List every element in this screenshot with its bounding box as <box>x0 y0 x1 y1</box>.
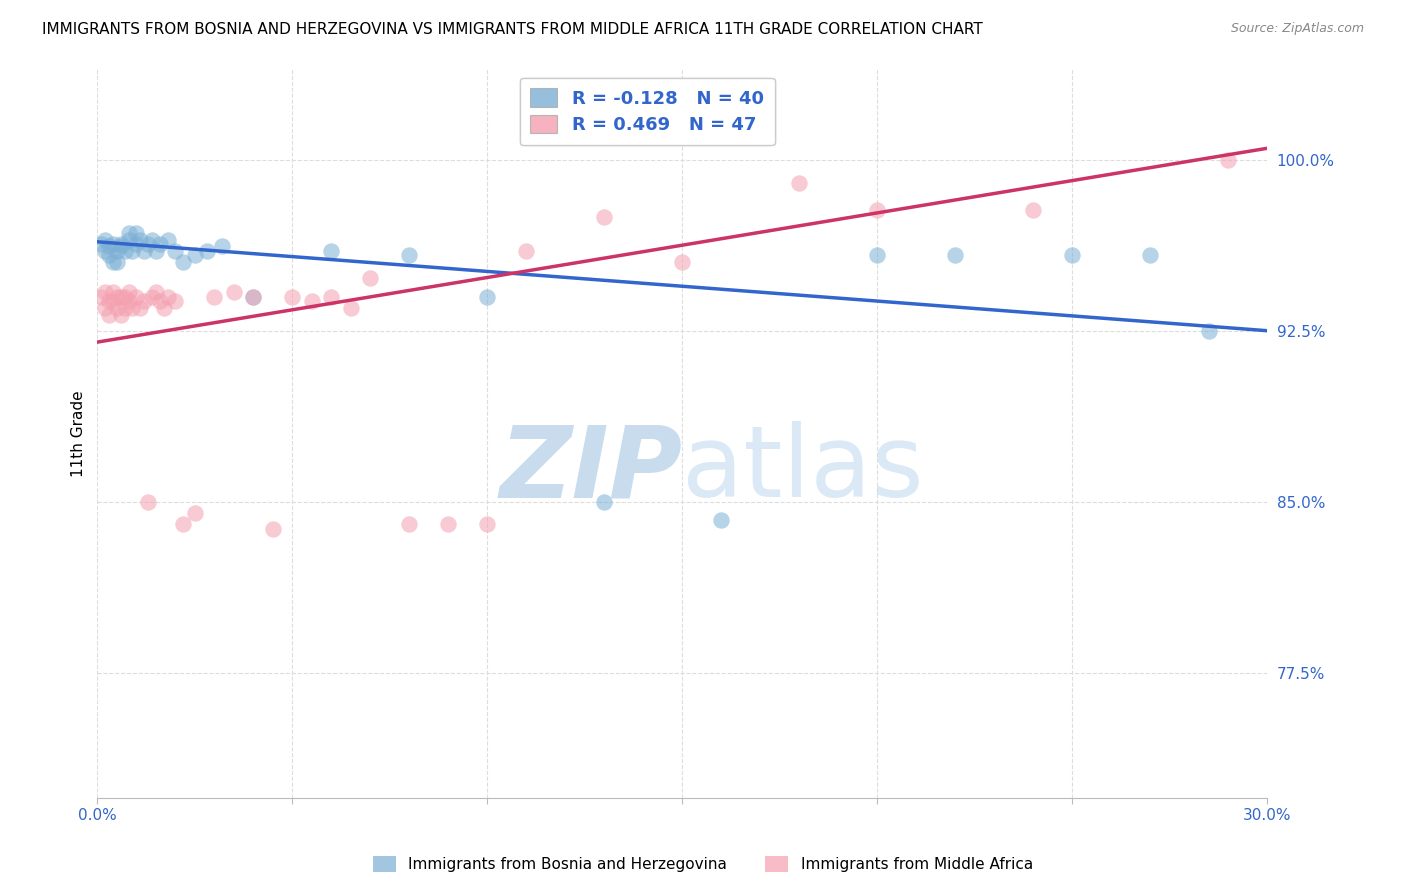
Immigrants from Middle Africa <box>437 517 460 532</box>
Immigrants from Middle Africa <box>125 289 148 303</box>
Immigrants from Middle Africa <box>184 506 207 520</box>
Immigrants from Middle Africa <box>242 289 264 303</box>
Immigrants from Middle Africa <box>866 202 889 217</box>
Immigrants from Bosnia and Herzegovina <box>94 244 117 258</box>
Immigrants from Middle Africa <box>149 294 172 309</box>
Immigrants from Middle Africa <box>671 255 693 269</box>
Immigrants from Middle Africa <box>105 289 128 303</box>
Immigrants from Middle Africa <box>121 301 143 315</box>
Immigrants from Bosnia and Herzegovina <box>242 289 264 303</box>
Immigrants from Middle Africa <box>339 301 361 315</box>
Immigrants from Bosnia and Herzegovina <box>477 289 499 303</box>
Immigrants from Bosnia and Herzegovina <box>321 244 343 258</box>
Immigrants from Middle Africa <box>98 294 121 309</box>
Immigrants from Bosnia and Herzegovina <box>141 233 163 247</box>
Immigrants from Bosnia and Herzegovina <box>101 255 124 269</box>
Immigrants from Middle Africa <box>94 285 117 299</box>
Immigrants from Bosnia and Herzegovina <box>101 237 124 252</box>
Y-axis label: 11th Grade: 11th Grade <box>72 390 86 476</box>
Immigrants from Middle Africa <box>98 308 121 322</box>
Immigrants from Bosnia and Herzegovina <box>211 239 233 253</box>
Immigrants from Bosnia and Herzegovina <box>105 244 128 258</box>
Immigrants from Bosnia and Herzegovina <box>98 248 121 262</box>
Immigrants from Middle Africa <box>1216 153 1239 167</box>
Immigrants from Middle Africa <box>152 301 174 315</box>
Immigrants from Bosnia and Herzegovina <box>710 513 733 527</box>
Immigrants from Bosnia and Herzegovina <box>184 248 207 262</box>
Immigrants from Middle Africa <box>141 289 163 303</box>
Immigrants from Middle Africa <box>301 294 323 309</box>
Immigrants from Middle Africa <box>1022 202 1045 217</box>
Immigrants from Bosnia and Herzegovina <box>90 237 112 252</box>
Immigrants from Middle Africa <box>145 285 167 299</box>
Immigrants from Bosnia and Herzegovina <box>398 248 420 262</box>
Immigrants from Bosnia and Herzegovina <box>149 237 172 252</box>
Immigrants from Middle Africa <box>105 301 128 315</box>
Immigrants from Bosnia and Herzegovina <box>156 233 179 247</box>
Text: Source: ZipAtlas.com: Source: ZipAtlas.com <box>1230 22 1364 36</box>
Immigrants from Middle Africa <box>515 244 537 258</box>
Immigrants from Middle Africa <box>90 289 112 303</box>
Immigrants from Middle Africa <box>262 522 284 536</box>
Immigrants from Middle Africa <box>110 289 132 303</box>
Immigrants from Middle Africa <box>114 301 136 315</box>
Immigrants from Middle Africa <box>165 294 187 309</box>
Immigrants from Bosnia and Herzegovina <box>121 244 143 258</box>
Immigrants from Middle Africa <box>202 289 225 303</box>
Immigrants from Bosnia and Herzegovina <box>172 255 194 269</box>
Immigrants from Bosnia and Herzegovina <box>593 494 616 508</box>
Immigrants from Middle Africa <box>117 294 139 309</box>
Legend: Immigrants from Bosnia and Herzegovina, Immigrants from Middle Africa: Immigrants from Bosnia and Herzegovina, … <box>366 848 1040 880</box>
Immigrants from Middle Africa <box>281 289 304 303</box>
Immigrants from Middle Africa <box>398 517 420 532</box>
Immigrants from Middle Africa <box>172 517 194 532</box>
Text: atlas: atlas <box>682 421 924 518</box>
Immigrants from Bosnia and Herzegovina <box>94 233 117 247</box>
Immigrants from Bosnia and Herzegovina <box>114 244 136 258</box>
Immigrants from Middle Africa <box>136 494 159 508</box>
Immigrants from Bosnia and Herzegovina <box>110 237 132 252</box>
Immigrants from Bosnia and Herzegovina <box>125 237 148 252</box>
Immigrants from Middle Africa <box>101 285 124 299</box>
Immigrants from Middle Africa <box>156 289 179 303</box>
Immigrants from Bosnia and Herzegovina <box>943 248 966 262</box>
Immigrants from Bosnia and Herzegovina <box>136 237 159 252</box>
Text: IMMIGRANTS FROM BOSNIA AND HERZEGOVINA VS IMMIGRANTS FROM MIDDLE AFRICA 11TH GRA: IMMIGRANTS FROM BOSNIA AND HERZEGOVINA V… <box>42 22 983 37</box>
Immigrants from Middle Africa <box>110 308 132 322</box>
Text: ZIP: ZIP <box>499 421 682 518</box>
Immigrants from Middle Africa <box>593 210 616 224</box>
Immigrants from Middle Africa <box>129 301 152 315</box>
Immigrants from Bosnia and Herzegovina <box>195 244 218 258</box>
Immigrants from Middle Africa <box>117 285 139 299</box>
Immigrants from Middle Africa <box>321 289 343 303</box>
Immigrants from Middle Africa <box>787 176 810 190</box>
Immigrants from Bosnia and Herzegovina <box>145 244 167 258</box>
Immigrants from Bosnia and Herzegovina <box>165 244 187 258</box>
Immigrants from Bosnia and Herzegovina <box>1198 324 1220 338</box>
Immigrants from Bosnia and Herzegovina <box>98 239 121 253</box>
Immigrants from Bosnia and Herzegovina <box>134 244 156 258</box>
Immigrants from Bosnia and Herzegovina <box>110 239 132 253</box>
Immigrants from Middle Africa <box>101 294 124 309</box>
Immigrants from Bosnia and Herzegovina <box>117 226 139 240</box>
Immigrants from Bosnia and Herzegovina <box>125 226 148 240</box>
Immigrants from Bosnia and Herzegovina <box>1139 248 1161 262</box>
Immigrants from Bosnia and Herzegovina <box>117 233 139 247</box>
Immigrants from Bosnia and Herzegovina <box>866 248 889 262</box>
Immigrants from Middle Africa <box>114 289 136 303</box>
Legend: R = -0.128   N = 40, R = 0.469   N = 47: R = -0.128 N = 40, R = 0.469 N = 47 <box>519 78 775 145</box>
Immigrants from Middle Africa <box>94 301 117 315</box>
Immigrants from Bosnia and Herzegovina <box>129 233 152 247</box>
Immigrants from Middle Africa <box>477 517 499 532</box>
Immigrants from Bosnia and Herzegovina <box>1062 248 1084 262</box>
Immigrants from Bosnia and Herzegovina <box>105 255 128 269</box>
Immigrants from Middle Africa <box>134 294 156 309</box>
Immigrants from Middle Africa <box>359 271 381 285</box>
Immigrants from Middle Africa <box>222 285 245 299</box>
